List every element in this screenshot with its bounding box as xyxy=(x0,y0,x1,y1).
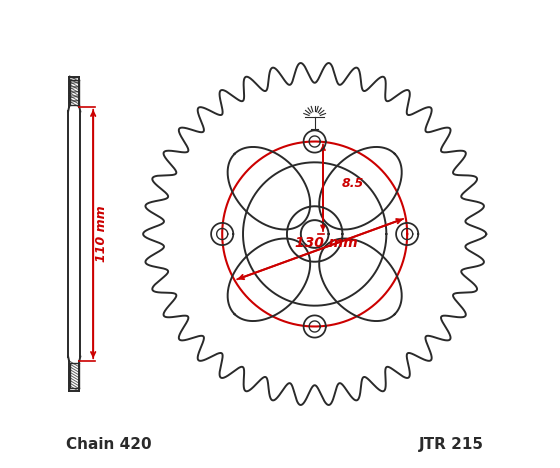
Text: 130 mm: 130 mm xyxy=(295,236,358,250)
Text: Chain 420: Chain 420 xyxy=(66,437,152,452)
Text: 110 mm: 110 mm xyxy=(95,206,108,262)
Text: JTR 215: JTR 215 xyxy=(419,437,484,452)
Text: 8.5: 8.5 xyxy=(342,176,364,190)
